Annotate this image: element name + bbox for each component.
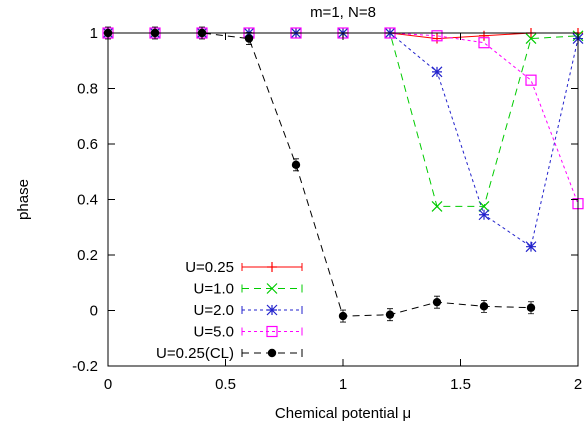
data-point xyxy=(525,74,537,86)
x-axis-label: Chemical potential μ xyxy=(275,405,411,422)
series-layer xyxy=(102,26,584,323)
data-point xyxy=(525,241,537,253)
data-point xyxy=(526,303,536,312)
y-tick-label: -0.2 xyxy=(72,358,98,375)
legend-marker xyxy=(267,262,277,272)
legend-marker xyxy=(266,304,278,316)
legend-label: U=2.0 xyxy=(194,302,234,319)
legend-endcap xyxy=(241,284,303,293)
tick-layer: 0 0.5 1 1.5 2 -0.2 0 0.2 0.4 0.6 0.8 1 xyxy=(72,25,582,393)
legend-endcap xyxy=(241,349,303,357)
series-line-3 xyxy=(108,32,579,204)
y-tick-label: 0.6 xyxy=(77,136,98,153)
legend-endcap xyxy=(241,327,303,336)
x-tick-label: 0.5 xyxy=(215,376,236,393)
data-point xyxy=(478,209,490,221)
data-point xyxy=(244,34,254,43)
x-tick-label: 0 xyxy=(104,376,112,393)
data-point xyxy=(431,30,443,42)
y-tick-label: 0 xyxy=(90,303,98,320)
legend-label: U=1.0 xyxy=(194,281,234,298)
y-tick-label: 0.2 xyxy=(77,247,98,264)
legend-label: U=0.25(CL) xyxy=(156,345,234,362)
data-point xyxy=(525,33,537,44)
data-point xyxy=(338,311,348,321)
series-line-4 xyxy=(108,32,532,317)
data-point xyxy=(479,30,489,41)
x-tick-label: 2 xyxy=(574,376,582,393)
legend-label: U=0.25 xyxy=(185,259,234,276)
series-line-1 xyxy=(108,32,579,207)
y-tick-label: 0.4 xyxy=(77,192,98,209)
series-4 xyxy=(103,26,536,323)
data-point xyxy=(432,297,442,307)
data-point xyxy=(478,37,490,49)
legend-endcap xyxy=(241,263,303,271)
legend: U=0.25 U=1.0 U=2.0 U=5.0 U=0.25(CL) xyxy=(156,259,303,362)
data-point xyxy=(432,33,442,44)
legend-marker xyxy=(267,348,277,358)
legend-endcap xyxy=(241,306,303,314)
data-point xyxy=(385,310,395,319)
legend-marker xyxy=(266,283,278,294)
series-2 xyxy=(102,27,584,253)
data-point xyxy=(431,66,443,78)
data-point xyxy=(431,201,443,212)
x-tick-label: 1 xyxy=(339,376,347,393)
x-tick-label: 1.5 xyxy=(450,376,471,393)
y-axis-label: phase xyxy=(15,179,32,220)
series-3 xyxy=(102,27,584,210)
data-point xyxy=(291,160,301,170)
y-tick-label: 0.8 xyxy=(77,81,98,98)
legend-label: U=5.0 xyxy=(194,324,234,341)
series-1 xyxy=(102,27,584,212)
chart-title: m=1, N=8 xyxy=(310,4,376,21)
series-line-2 xyxy=(108,32,579,248)
legend-marker xyxy=(266,325,278,338)
y-tick-label: 1 xyxy=(90,25,98,42)
data-point xyxy=(479,302,489,311)
